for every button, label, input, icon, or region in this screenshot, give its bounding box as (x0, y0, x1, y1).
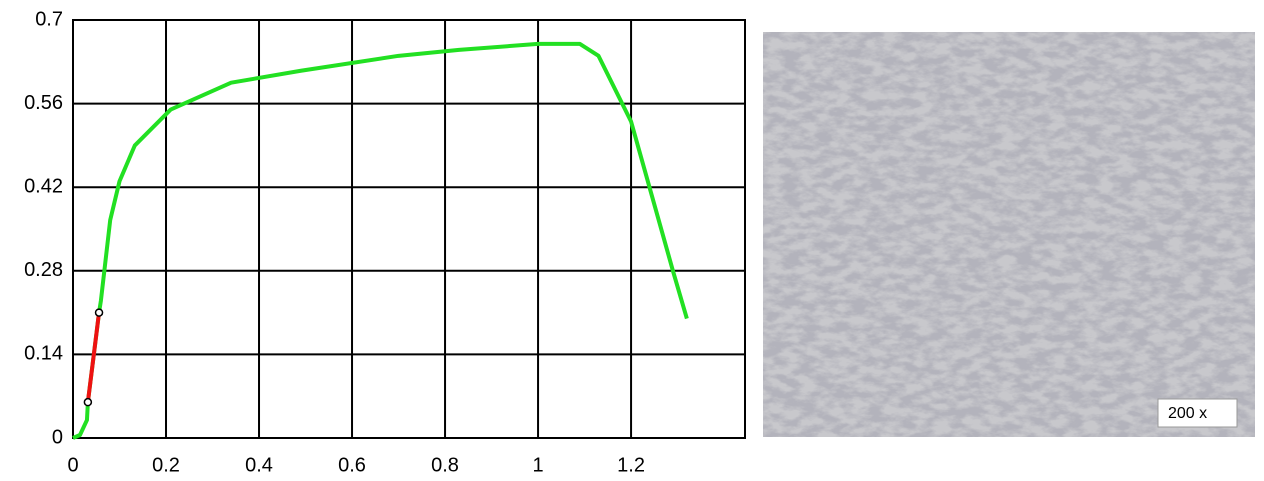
y-tick-label: 0.56 (24, 92, 63, 114)
y-tick-label: 0.42 (24, 175, 63, 197)
x-tick-label: 0.6 (338, 454, 366, 476)
y-tick-label: 0.7 (35, 8, 63, 30)
data-point (94, 308, 104, 317)
chart: 0 0.14 0.28 0.42 0.56 0.7 0 0.2 0.4 0.6 0.8 1 1.2 (24, 8, 746, 476)
data-point (83, 397, 93, 407)
x-tick-label: 0.4 (245, 454, 273, 476)
x-tick-label: 1.2 (617, 454, 645, 476)
x-tick-label: 0 (67, 454, 78, 476)
scale-box (1157, 398, 1238, 428)
data-line (85, 312, 102, 403)
y-tick-label: 0 (52, 426, 63, 448)
plot-frame (72, 19, 746, 439)
y-tick-label: 0.28 (24, 259, 63, 281)
y-tick-label: 0.14 (24, 343, 63, 365)
scale-label: 200 x (1168, 405, 1207, 422)
micrograph: 200 x (763, 32, 1255, 437)
x-tick-label: 0.2 (152, 454, 180, 476)
x-tick-label: 1 (532, 454, 543, 476)
x-tick-label: 0.8 (431, 454, 459, 476)
photo-texture (763, 32, 1255, 437)
